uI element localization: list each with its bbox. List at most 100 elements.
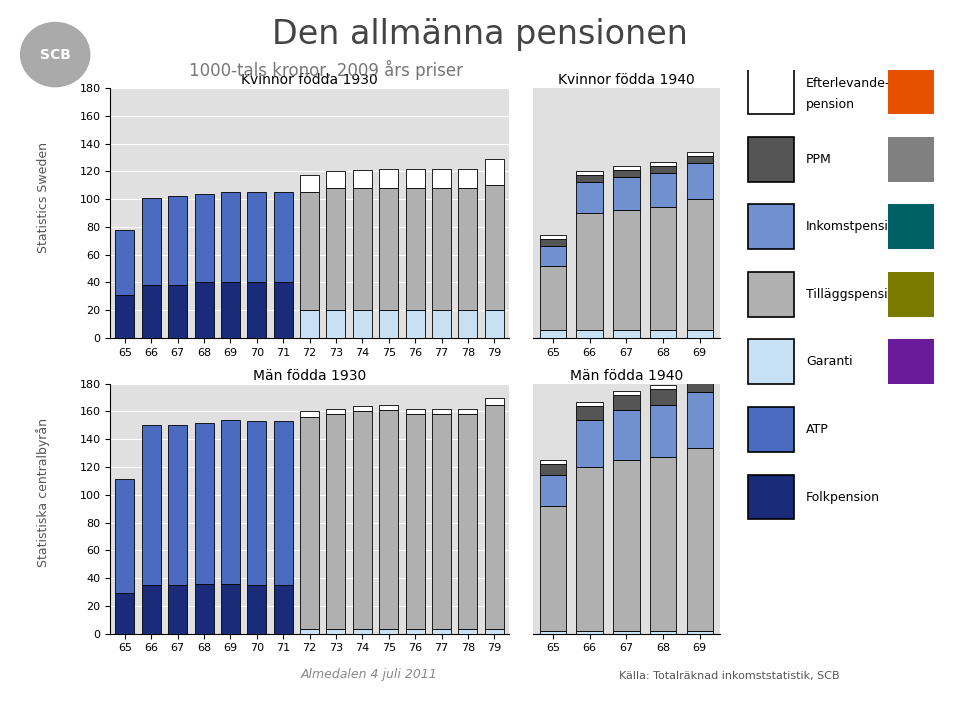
Bar (248, 585, 266, 634)
Bar (115, 479, 134, 593)
Bar (540, 265, 566, 329)
Bar (576, 213, 603, 329)
Bar (540, 631, 566, 634)
Bar (485, 629, 504, 634)
Bar (326, 310, 346, 338)
Bar (613, 177, 639, 210)
Bar (248, 282, 266, 338)
Bar (195, 584, 213, 634)
Bar (576, 182, 603, 213)
Bar (748, 69, 794, 114)
Text: SCB: SCB (39, 48, 71, 61)
Bar (686, 392, 713, 448)
Circle shape (21, 23, 90, 87)
Bar (459, 408, 477, 414)
Bar (300, 411, 319, 417)
Bar (686, 448, 713, 631)
Text: 1000-tals kronor, 2009 års priser: 1000-tals kronor, 2009 års priser (189, 60, 464, 80)
Text: Statistiska centralbyrån: Statistiska centralbyrån (36, 418, 50, 567)
Text: PPM: PPM (805, 153, 831, 165)
Text: Garanti: Garanti (805, 356, 852, 368)
Bar (650, 405, 676, 458)
Bar (613, 329, 639, 338)
Bar (353, 406, 372, 411)
Bar (168, 196, 187, 285)
Bar (613, 395, 639, 410)
Bar (406, 408, 424, 414)
Bar (115, 230, 134, 295)
Bar (540, 329, 566, 338)
Bar (300, 417, 319, 629)
Bar (485, 185, 504, 310)
Bar (650, 458, 676, 631)
Bar (650, 172, 676, 208)
Bar (540, 239, 566, 246)
Bar (613, 460, 639, 631)
Bar (221, 584, 240, 634)
Bar (748, 272, 794, 317)
Bar (432, 310, 451, 338)
Text: Den allmänna pensionen: Den allmänna pensionen (272, 18, 688, 51)
Bar (195, 282, 213, 338)
Bar (576, 171, 603, 175)
Bar (613, 631, 639, 634)
Bar (274, 192, 293, 282)
Bar (613, 391, 639, 395)
Bar (540, 460, 566, 464)
Bar (650, 162, 676, 165)
Bar (650, 631, 676, 634)
Bar (168, 285, 187, 338)
Bar (432, 414, 451, 629)
Bar (686, 199, 713, 329)
Bar (686, 377, 713, 392)
Bar (432, 188, 451, 310)
Bar (326, 171, 346, 188)
Title: Män födda 1930: Män födda 1930 (253, 368, 366, 382)
Bar (613, 165, 639, 170)
Bar (142, 425, 160, 585)
Bar (540, 464, 566, 475)
Bar (248, 421, 266, 585)
Bar (221, 420, 240, 584)
Bar (576, 175, 603, 182)
Bar (686, 372, 713, 377)
Bar (650, 165, 676, 172)
Bar (379, 310, 398, 338)
Title: Kvinnor födda 1930: Kvinnor födda 1930 (241, 73, 378, 87)
Bar (540, 246, 566, 265)
Bar (379, 629, 398, 634)
Bar (326, 188, 346, 310)
Bar (168, 585, 187, 634)
Bar (300, 310, 319, 338)
Bar (459, 168, 477, 188)
Bar (650, 208, 676, 329)
Bar (300, 192, 319, 310)
Bar (353, 310, 372, 338)
Bar (613, 410, 639, 460)
Bar (686, 156, 713, 163)
Bar (686, 163, 713, 199)
Bar (576, 631, 603, 634)
Bar (889, 69, 934, 114)
Bar (613, 210, 639, 329)
Bar (686, 631, 713, 634)
Bar (748, 137, 794, 182)
Bar (326, 414, 346, 629)
Bar (406, 629, 424, 634)
Text: pension: pension (805, 99, 855, 111)
Bar (432, 629, 451, 634)
Bar (748, 204, 794, 249)
Bar (650, 389, 676, 405)
Bar (540, 235, 566, 239)
Bar (274, 421, 293, 585)
Bar (168, 425, 187, 585)
Bar (576, 406, 603, 420)
Bar (485, 405, 504, 629)
Text: Källa: Totalräknad inkomststatistik, SCB: Källa: Totalräknad inkomststatistik, SCB (619, 672, 840, 681)
Bar (748, 339, 794, 384)
Bar (142, 585, 160, 634)
Bar (748, 407, 794, 452)
Bar (274, 585, 293, 634)
Bar (142, 198, 160, 285)
Bar (576, 329, 603, 338)
